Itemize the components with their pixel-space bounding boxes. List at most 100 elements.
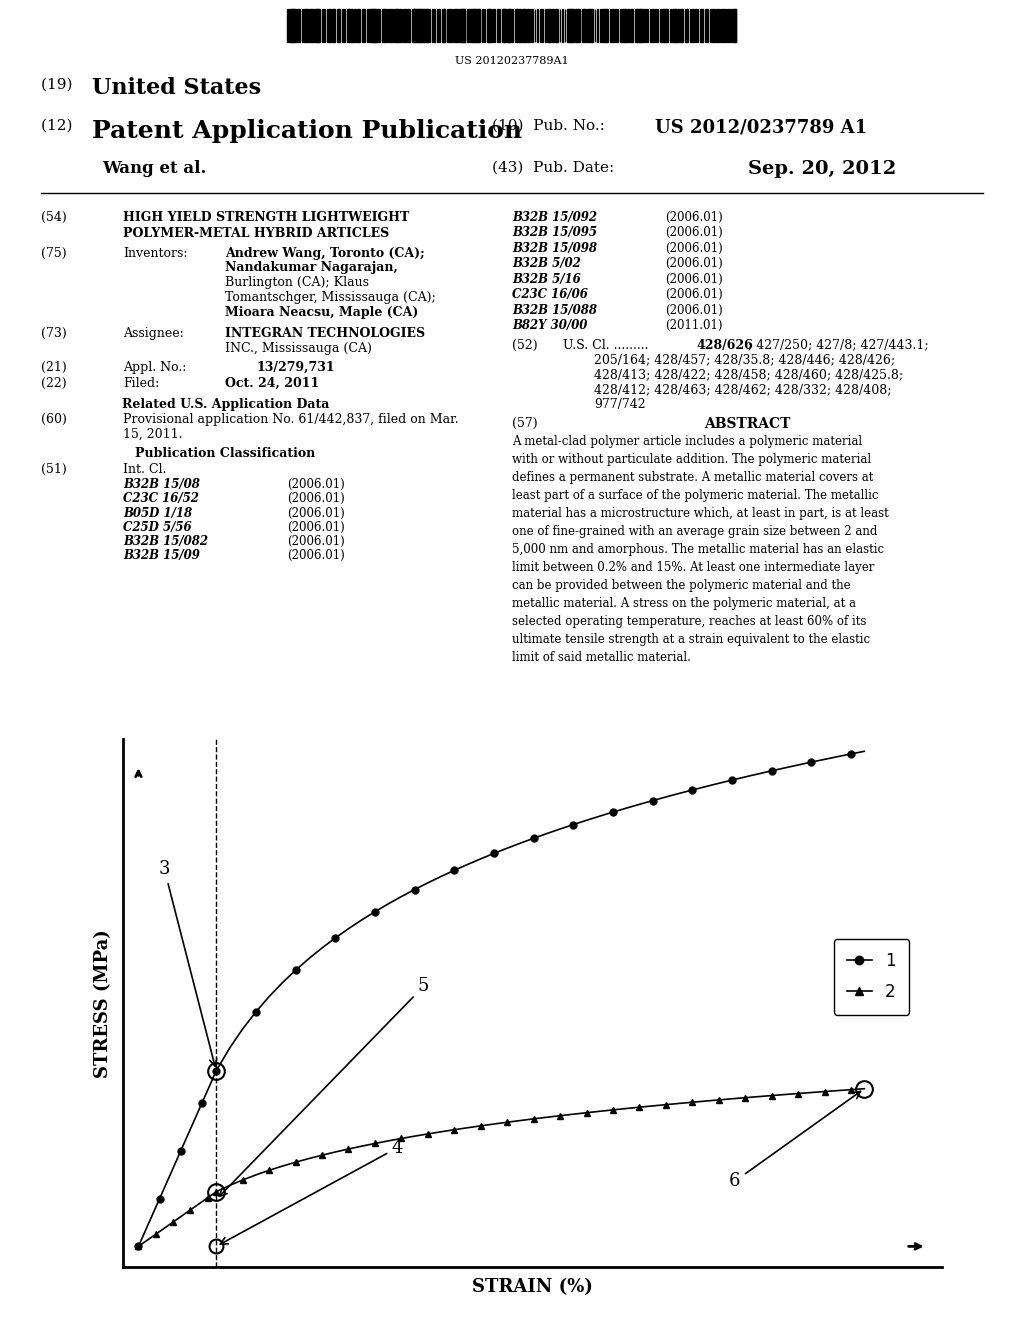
- Bar: [361, 9, 364, 41]
- Bar: [304, 9, 307, 41]
- Bar: [699, 9, 702, 41]
- Bar: [578, 9, 580, 41]
- Bar: [519, 9, 521, 41]
- Text: (73): (73): [41, 326, 67, 339]
- Text: (2006.01): (2006.01): [666, 304, 723, 317]
- Bar: [727, 9, 729, 41]
- Bar: [450, 9, 452, 41]
- Text: (75): (75): [41, 247, 67, 260]
- Text: B32B 15/098: B32B 15/098: [512, 242, 597, 255]
- Bar: [582, 9, 585, 41]
- Text: 977/742: 977/742: [594, 397, 645, 411]
- Text: INC., Mississauga (CA): INC., Mississauga (CA): [225, 342, 372, 355]
- Bar: [590, 9, 592, 41]
- Text: (2006.01): (2006.01): [666, 211, 723, 224]
- Text: Filed:: Filed:: [123, 378, 159, 391]
- Text: B05D 1/18: B05D 1/18: [123, 507, 193, 520]
- Bar: [314, 9, 317, 41]
- Text: Burlington (CA); Klaus: Burlington (CA); Klaus: [225, 276, 370, 289]
- 1: [263, 989, 275, 1005]
- Bar: [694, 9, 696, 41]
- Text: (2006.01): (2006.01): [666, 242, 723, 255]
- Text: Sep. 20, 2012: Sep. 20, 2012: [748, 161, 896, 178]
- Bar: [514, 9, 517, 41]
- Text: ; 427/250; 427/8; 427/443.1;: ; 427/250; 427/8; 427/443.1;: [748, 338, 928, 351]
- Text: U.S. Cl. .........: U.S. Cl. .........: [563, 338, 648, 351]
- Text: 6: 6: [729, 1092, 860, 1191]
- Bar: [609, 9, 611, 41]
- Text: C23C 16/52: C23C 16/52: [123, 492, 199, 506]
- Bar: [412, 9, 416, 41]
- 2: [329, 1144, 341, 1160]
- Bar: [585, 9, 587, 41]
- Bar: [540, 9, 542, 41]
- Bar: [347, 9, 348, 41]
- Bar: [623, 9, 626, 41]
- Bar: [399, 9, 401, 41]
- Line: 1: 1: [135, 748, 867, 1250]
- Bar: [417, 9, 421, 41]
- 1: [168, 1159, 180, 1175]
- Bar: [404, 9, 407, 41]
- 2: [858, 1081, 870, 1097]
- Text: (2006.01): (2006.01): [666, 257, 723, 271]
- 1: [753, 766, 765, 781]
- Text: 4: 4: [220, 1139, 403, 1245]
- Bar: [529, 9, 531, 41]
- Bar: [420, 9, 422, 41]
- Text: (21): (21): [41, 360, 67, 374]
- 1: [858, 743, 870, 759]
- Text: Related U.S. Application Data: Related U.S. Application Data: [122, 397, 329, 411]
- Text: B32B 15/092: B32B 15/092: [512, 211, 597, 224]
- Bar: [292, 9, 294, 41]
- 2: [276, 1158, 289, 1173]
- Bar: [469, 9, 472, 41]
- Text: Inventors:: Inventors:: [123, 247, 187, 260]
- Text: ABSTRACT: ABSTRACT: [705, 417, 791, 432]
- Bar: [612, 9, 613, 41]
- Bar: [330, 9, 331, 41]
- Bar: [627, 9, 629, 41]
- Bar: [455, 9, 457, 41]
- Text: (43)  Pub. Date:: (43) Pub. Date:: [492, 161, 613, 174]
- Text: Assignee:: Assignee:: [123, 326, 183, 339]
- Text: B32B 5/16: B32B 5/16: [512, 273, 581, 285]
- Bar: [472, 9, 474, 41]
- Bar: [370, 9, 373, 41]
- Bar: [477, 9, 479, 41]
- 1: [132, 1238, 144, 1254]
- Text: Int. Cl.: Int. Cl.: [123, 463, 166, 477]
- Text: Wang et al.: Wang et al.: [102, 161, 207, 177]
- Bar: [474, 9, 477, 41]
- Bar: [356, 9, 358, 41]
- Bar: [680, 9, 682, 41]
- Legend: 1, 2: 1, 2: [834, 939, 909, 1015]
- Text: (2006.01): (2006.01): [287, 507, 344, 520]
- Bar: [710, 9, 712, 41]
- Bar: [654, 9, 656, 41]
- Bar: [685, 9, 687, 41]
- Text: 205/164; 428/457; 428/35.8; 428/446; 428/426;: 205/164; 428/457; 428/35.8; 428/446; 428…: [594, 354, 895, 367]
- Bar: [505, 9, 506, 41]
- Text: Oct. 24, 2011: Oct. 24, 2011: [225, 378, 319, 391]
- Bar: [527, 9, 528, 41]
- Bar: [663, 9, 666, 41]
- Text: 428/413; 428/422; 428/458; 428/460; 428/425.8;: 428/413; 428/422; 428/458; 428/460; 428/…: [594, 368, 903, 381]
- Text: (10)  Pub. No.:: (10) Pub. No.:: [492, 119, 614, 133]
- Text: (22): (22): [41, 378, 67, 391]
- Bar: [672, 9, 676, 41]
- Bar: [309, 9, 312, 41]
- Text: B82Y 30/00: B82Y 30/00: [512, 319, 588, 331]
- 2: [210, 1184, 222, 1200]
- Bar: [555, 9, 557, 41]
- Bar: [722, 9, 724, 41]
- Text: POLYMER-METAL HYBRID ARTICLES: POLYMER-METAL HYBRID ARTICLES: [123, 227, 389, 240]
- Bar: [517, 9, 519, 41]
- Text: Appl. No.:: Appl. No.:: [123, 360, 186, 374]
- Text: B32B 5/02: B32B 5/02: [512, 257, 581, 271]
- Bar: [692, 9, 694, 41]
- Bar: [635, 9, 638, 41]
- Text: (51): (51): [41, 463, 67, 477]
- Text: 3: 3: [159, 861, 217, 1067]
- Bar: [462, 9, 465, 41]
